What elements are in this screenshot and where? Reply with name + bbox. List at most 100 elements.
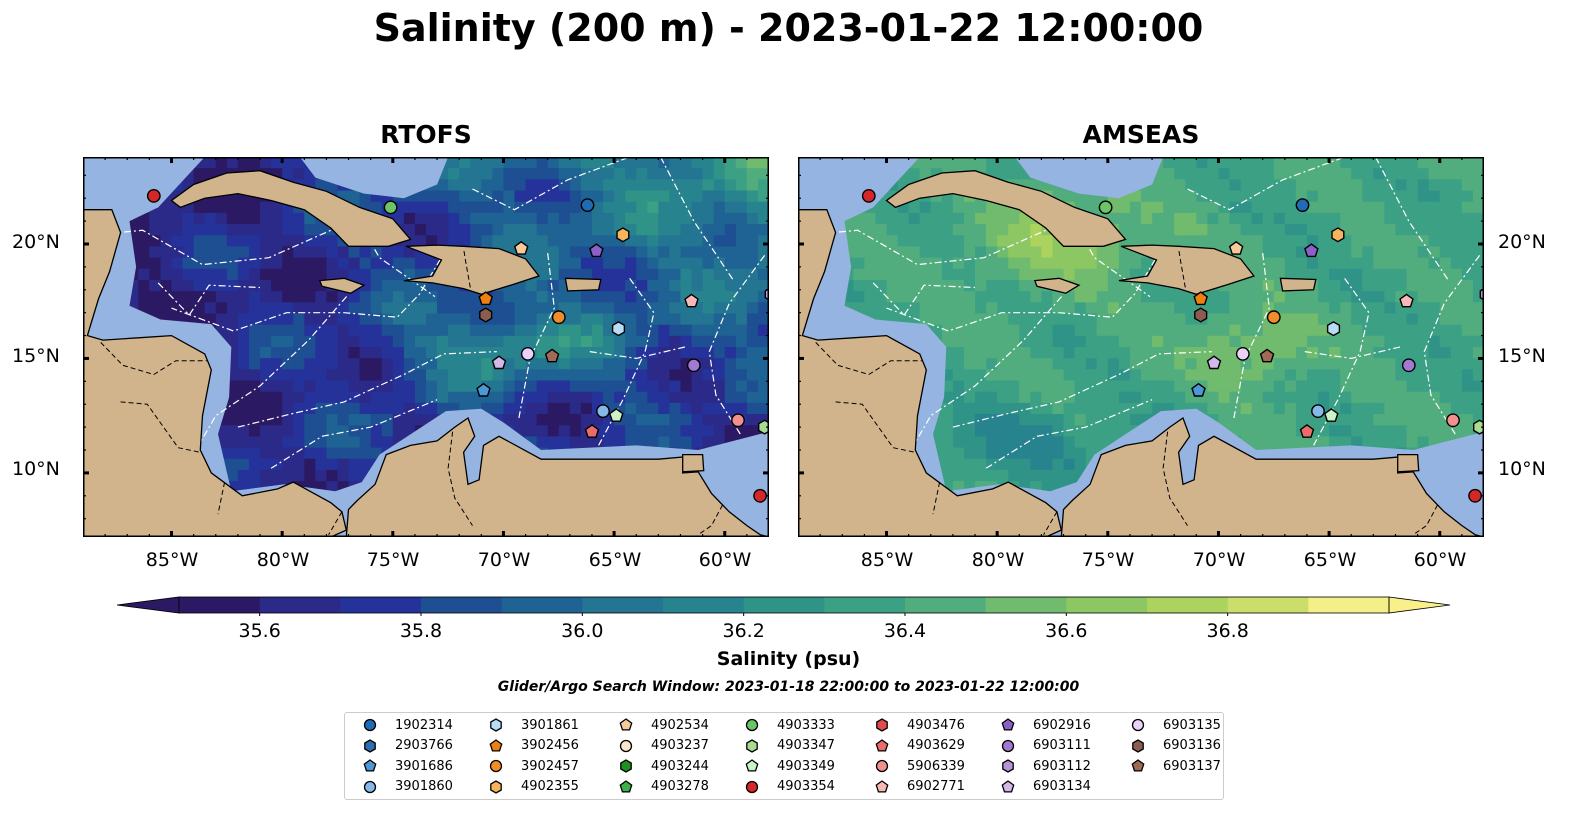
land-centralam: [798, 209, 1063, 537]
float-marker-3901861: [611, 321, 626, 337]
land-southam: [345, 416, 769, 537]
float-marker-1902314: [580, 198, 595, 212]
legend-label: 4903244: [651, 758, 709, 774]
lat-tick-right-10: 10°N: [1498, 458, 1546, 480]
legend-marker-hexagon-icon: [364, 738, 376, 753]
legend-label: 3902457: [521, 758, 579, 774]
legend-label: 6903137: [1163, 758, 1221, 774]
land-southam: [1060, 416, 1484, 537]
float-marker-4903629: [1299, 424, 1315, 438]
float-marker-3901860: [596, 404, 610, 419]
legend-marker-circle-icon: [489, 759, 503, 773]
colorbar-segment: [1066, 597, 1148, 613]
float-marker-4903333: [1098, 200, 1113, 215]
map-panel-amseas: [798, 157, 1484, 537]
legend-label: 3901860: [395, 779, 453, 794]
float-marker-4902534: [1228, 240, 1244, 255]
legend-item-4902355: 4902355: [485, 777, 579, 797]
legend-marker-pentagon-icon: [875, 738, 889, 751]
legend-marker-pentagon-icon: [1001, 718, 1015, 731]
legend-label: 5906339: [907, 758, 965, 774]
land-jamaica: [318, 277, 366, 294]
colorbar: [117, 596, 1451, 616]
float-marker-4903349: [1324, 408, 1339, 422]
lat-tick-right-15: 15°N: [1498, 345, 1546, 367]
float-marker-3902456: [478, 291, 493, 306]
float-marker-3901861: [1326, 321, 1341, 337]
float-marker-6902771: [684, 293, 699, 308]
legend-marker-hexagon-icon: [490, 779, 502, 794]
float-marker-4903354: [146, 189, 161, 203]
legend-item-6903134: 6903134: [997, 777, 1091, 797]
colorbar-segment: [340, 597, 422, 613]
float-marker-6903111: [1401, 358, 1416, 373]
float-marker-extra: [753, 488, 767, 503]
legend-label: 4903237: [651, 738, 709, 753]
legend-marker-pentagon-icon: [363, 759, 377, 772]
land-hispaniola: [403, 244, 540, 295]
float-marker-4903354: [861, 189, 876, 203]
colorbar-extend-min: [117, 596, 180, 614]
float-marker-3902456: [1193, 291, 1208, 306]
legend-label: 4903476: [907, 717, 965, 733]
land-cuba: [885, 170, 1127, 247]
float-marker-4902355: [616, 227, 630, 243]
legend-marker-circle-icon: [1131, 718, 1145, 732]
float-marker-extra: [1468, 488, 1482, 503]
land-puertorico: [564, 277, 602, 292]
float-marker-6903111: [686, 358, 701, 373]
float-marker-6903136: [1194, 307, 1208, 323]
float-marker-6903136: [479, 307, 493, 323]
lat-tick-left-20: 20°N: [12, 231, 60, 253]
float-marker-6902916: [1304, 243, 1319, 258]
legend-label: 6903136: [1163, 738, 1221, 753]
colorbar-segment: [501, 597, 583, 613]
legend-label: 6903135: [1163, 717, 1221, 733]
legend-marker-pentagon-icon: [745, 759, 759, 772]
country-borders: [100, 248, 723, 536]
legend-marker-hexagon-icon: [620, 759, 632, 773]
colorbar-label: Salinity (psu): [716, 648, 861, 670]
legend-label: 4903349: [777, 758, 835, 774]
legend-marker-circle-icon: [363, 718, 377, 732]
float-markers: [861, 189, 1484, 503]
legend-item-4903244: 4903244: [615, 756, 709, 776]
colorbar-extend-max: [1388, 596, 1451, 614]
float-marker-6903134: [1206, 355, 1222, 370]
lon-tick-amseas-70: 70°W: [1192, 549, 1246, 571]
legend-marker-hexagon-icon: [1132, 738, 1144, 753]
legend-item-2903766: 2903766: [359, 736, 453, 756]
colorbar-tick-label: 36.4: [883, 620, 927, 642]
land: [83, 170, 769, 537]
colorbar-segment: [905, 597, 987, 613]
colorbar-segment: [421, 597, 503, 613]
legend-item-3901861: 3901861: [485, 715, 579, 735]
legend-marker-pentagon-icon: [1001, 779, 1015, 792]
land-cuba: [170, 170, 412, 247]
legend-label: 4903354: [777, 779, 835, 794]
lon-tick-amseas-60: 60°W: [1413, 549, 1467, 571]
float-marker-6903135: [1235, 346, 1250, 361]
colorbar-segment: [985, 597, 1067, 613]
legend-marker-circle-icon: [745, 780, 759, 793]
colorbar-tick-label: 35.8: [399, 620, 443, 642]
map-panel-rtofs: [83, 157, 769, 537]
legend-label: 4903629: [907, 738, 965, 753]
legend-marker-hexagon-icon: [1002, 759, 1014, 773]
legend-label: 3901686: [395, 758, 453, 774]
legend-label: 2903766: [395, 738, 453, 753]
float-marker-4903349: [609, 408, 624, 422]
float-marker-3901686: [476, 382, 491, 397]
legend-item-6903111: 6903111: [997, 736, 1091, 756]
float-marker-3902457: [551, 310, 566, 325]
legend-item-3902456: 3902456: [485, 736, 579, 756]
legend-label: 3901861: [521, 717, 579, 733]
colorbar-segment: [743, 597, 825, 613]
float-marker-6902771: [1399, 293, 1414, 308]
colorbar-segment: [582, 597, 664, 613]
legend-item-4903237: 4903237: [615, 736, 709, 756]
float-marker-6903137: [544, 348, 560, 363]
legend-marker-pentagon-icon: [619, 779, 633, 792]
float-markers: [146, 189, 769, 503]
float-marker-6903137: [1259, 348, 1275, 363]
